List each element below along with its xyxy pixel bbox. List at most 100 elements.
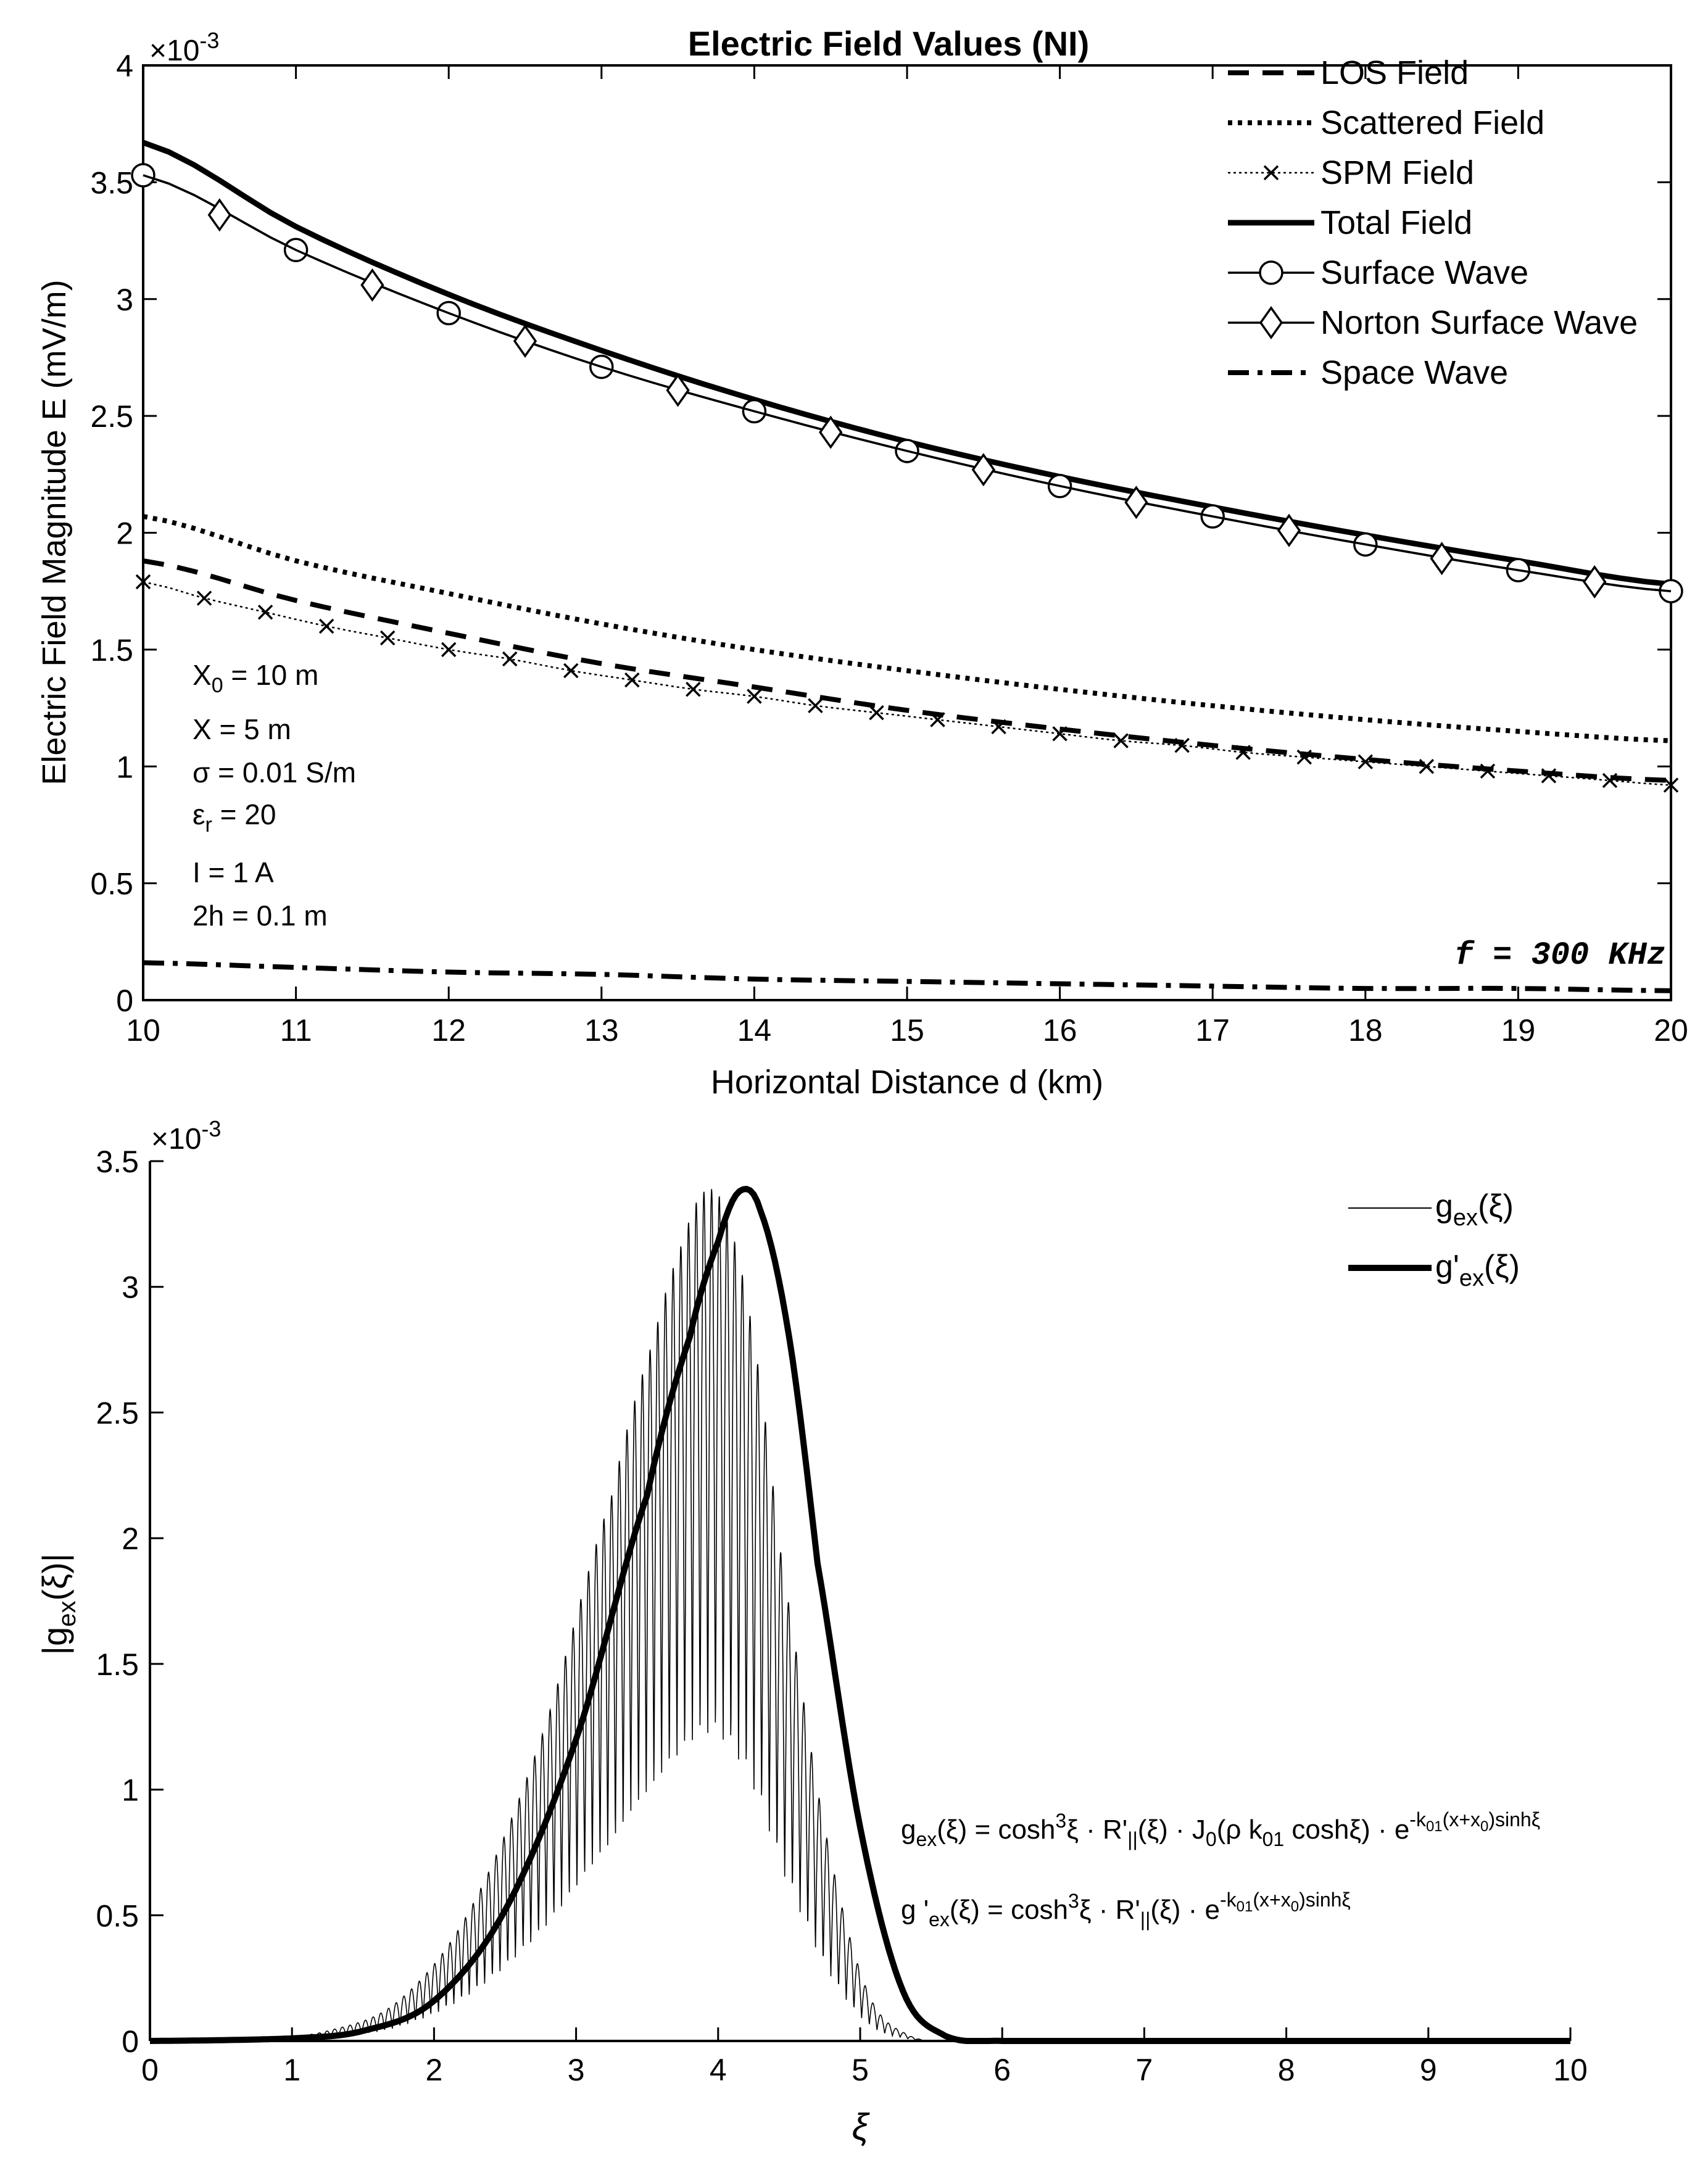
param-x: X = 5 m [193,713,291,745]
bottom-y-tick-label: 3 [122,1270,139,1305]
bottom-chart: 0 1 2 3 4 5 6 7 8 9 10 0 0.5 1 1.5 2 2.5 3 3.5 ×10-3 ξ |g… [35,1116,1588,2148]
series-marker-spm-field [1419,759,1435,774]
series-marker-spm-field [991,719,1006,735]
series-marker-spm-field [318,618,334,634]
series-line-scattered-field [143,514,1672,743]
top-x-ticks: 10 11 12 13 14 15 16 17 18 19 20 [126,65,1688,1048]
bottom-x-tick-label: 9 [1420,2053,1437,2087]
bottom-y-tick-label: 2 [122,1521,139,1556]
series-marker-spm-field [563,663,579,679]
top-x-tick-label: 10 [126,1013,160,1048]
formula-g-prime-ex: g 'ex(ξ) = cosh3ξ · R'||(ξ) · e-k01(x+x0… [901,1889,1351,1931]
bottom-y-exponent: ×10-3 [151,1116,221,1156]
bottom-y-tick-label: 3.5 [96,1144,139,1179]
series-marker-spm-field [808,698,823,714]
legend-label-spm-field: SPM Field [1320,154,1474,191]
top-x-tick-label: 15 [890,1013,924,1048]
top-x-tick-label: 16 [1043,1013,1077,1048]
series-marker-spm-field [1358,754,1374,769]
param-height: 2h = 0.1 m [193,900,328,932]
legend-label-total-field: Total Field [1320,204,1472,241]
formula-g-ex: gex(ξ) = cosh3ξ · R'||(ξ) · J0(ρ k01 cos… [901,1808,1540,1850]
bottom-x-tick-label: 6 [993,2053,1011,2087]
top-x-tick-label: 12 [431,1013,466,1048]
top-x-tick-label: 17 [1195,1013,1230,1048]
top-y-ticks: 0 0.5 1 1.5 2 2.5 3 3.5 4 [90,49,1671,1018]
legend-label-scattered-field: Scattered Field [1320,104,1544,141]
series-marker-spm-field [624,672,640,688]
top-legend: LOS Field Scattered Field SPM Field Total F… [1228,54,1638,391]
series-marker-spm-field [930,712,945,727]
top-y-tick-label: 2.5 [90,399,133,434]
series-marker-spm-field [1541,768,1557,784]
series-marker-spm-field [1052,726,1068,742]
series-marker-norton-surface-wave [1124,486,1148,519]
series-marker-norton-surface-wave [666,373,690,407]
series-marker-spm-field [196,590,212,606]
series-marker-spm-field [686,682,701,697]
bottom-x-tick-label: 3 [568,2053,585,2087]
series-marker-spm-field [1235,745,1251,760]
top-y-tick-label: 3 [116,283,133,317]
series-line-los-field [143,558,1672,783]
top-chart: 10 11 12 13 14 15 16 17 18 19 20 0 0.5 1 1.5 2 2.5 3 3.5 4… [36,24,1688,1101]
series-marker-norton-surface-wave [971,453,995,487]
series-marker-norton-surface-wave [513,324,537,358]
top-x-tick-label: 14 [737,1013,772,1048]
series-line-spm-field [143,581,1672,786]
legend-label-los-field: LOS Field [1320,54,1469,91]
series-marker-spm-field [441,642,457,658]
series-marker-spm-field [1663,777,1679,793]
series-marker-spm-field [502,651,518,667]
bottom-x-tick-label: 8 [1278,2053,1295,2087]
series-marker-spm-field [1296,749,1312,765]
bottom-legend: gex(ξ) g'ex(ξ) [1348,1188,1520,1291]
series-marker-spm-field [1174,737,1190,753]
series-marker-spm-field [135,574,151,590]
top-title: Electric Field Values (NI) [688,24,1089,63]
series-marker-spm-field [869,705,884,721]
legend-marker-spm-field [1263,165,1279,181]
bottom-x-tick-label: 0 [141,2053,159,2087]
series-line-space-wave [143,960,1672,993]
bottom-y-label: |gex(ξ)| [35,1554,81,1655]
bottom-x-tick-label: 4 [710,2053,727,2087]
param-current: I = 1 A [193,856,274,888]
bottom-y-tick-label: 1.5 [96,1647,139,1682]
bottom-x-tick-label: 5 [852,2053,869,2087]
series-marker-spm-field [1113,733,1129,748]
series-marker-norton-surface-wave [1430,542,1454,576]
legend-label-norton-surface-wave: Norton Surface Wave [1320,304,1638,341]
series-marker-spm-field [747,689,762,704]
legend-label-space-wave: Space Wave [1320,354,1508,391]
top-y-tick-label: 0 [116,983,133,1018]
top-x-label: Horizontal Distance d (km) [711,1064,1103,1101]
frequency-label: f = 300 KHz [1454,937,1666,974]
legend-label-g-ex: gex(ξ) [1435,1188,1514,1231]
bottom-y-tick-label: 0.5 [96,1898,139,1933]
top-y-tick-label: 4 [116,49,133,83]
series-marker-norton-surface-wave [1583,565,1607,599]
top-y-tick-label: 3.5 [90,165,133,200]
bottom-y-ticks: 0 0.5 1 1.5 2 2.5 3 3.5 [96,1144,164,2059]
param-epsilon: εr = 20 [193,798,276,837]
top-x-tick-label: 11 [280,1013,312,1048]
bottom-x-ticks: 0 1 2 3 4 5 6 7 8 9 10 [141,2027,1588,2087]
top-y-tick-label: 2 [116,516,133,551]
bottom-y-tick-label: 2.5 [96,1396,139,1430]
series-marker-spm-field [1480,763,1496,779]
bottom-x-tick-label: 7 [1135,2053,1153,2087]
series-marker-norton-surface-wave [819,415,843,449]
series-marker-norton-surface-wave [207,198,231,232]
series-line-g-prime-ex [149,1186,1570,2044]
top-y-label: Electric Field Magnitude E (mV/m) [36,279,73,785]
top-x-tick-label: 20 [1654,1013,1688,1048]
bottom-x-label: ξ [852,2106,871,2148]
top-x-tick-label: 18 [1348,1013,1383,1048]
bottom-x-tick-label: 1 [283,2053,301,2087]
series-marker-spm-field [1602,772,1618,788]
bottom-x-tick-label: 2 [425,2053,442,2087]
top-y-tick-label: 1 [116,750,133,784]
legend-marker-surface-wave [1259,260,1283,285]
